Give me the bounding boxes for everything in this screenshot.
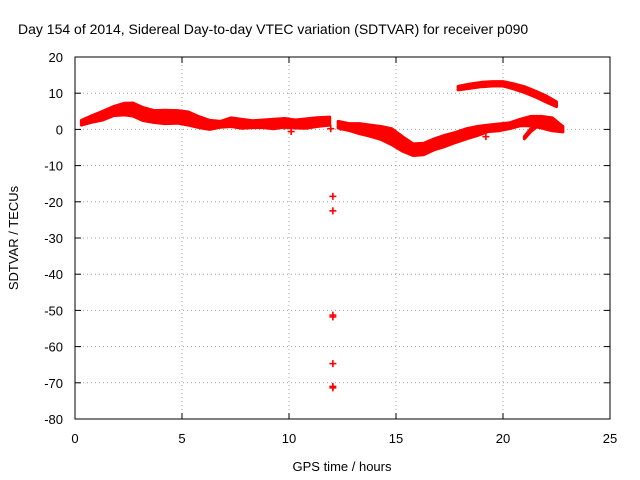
x-tick-label: 15	[389, 431, 403, 446]
x-tick-label: 0	[71, 431, 78, 446]
y-tick-label: -60	[44, 340, 63, 355]
data-series	[79, 80, 565, 392]
axis-ticks: 0 5 10 15 20 25 20 10 0 -10 -20 -30 -40 -50 -60 -70 -80	[44, 50, 617, 446]
x-tick-label: 10	[282, 431, 296, 446]
y-tick-label: -50	[44, 303, 63, 318]
x-tick-label: 20	[496, 431, 510, 446]
data-band	[336, 114, 565, 157]
data-band	[79, 101, 332, 131]
y-tick-label: 20	[49, 50, 63, 65]
data-band	[522, 117, 548, 141]
x-tick-label: 5	[178, 431, 185, 446]
y-tick-label: -80	[44, 412, 63, 427]
chart-title: Day 154 of 2014, Sidereal Day-to-day VTE…	[18, 21, 528, 37]
x-axis-label: GPS time / hours	[293, 459, 392, 474]
y-tick-label: 0	[56, 122, 63, 137]
y-tick-label: -10	[44, 159, 63, 174]
y-tick-label: -40	[44, 267, 63, 282]
y-tick-label: 10	[49, 86, 63, 101]
y-tick-label: -30	[44, 231, 63, 246]
y-tick-label: -20	[44, 195, 63, 210]
y-tick-label: -70	[44, 376, 63, 391]
y-axis-label: SDTVAR / TECUs	[6, 185, 21, 290]
data-band	[456, 80, 558, 109]
x-tick-label: 25	[603, 431, 617, 446]
